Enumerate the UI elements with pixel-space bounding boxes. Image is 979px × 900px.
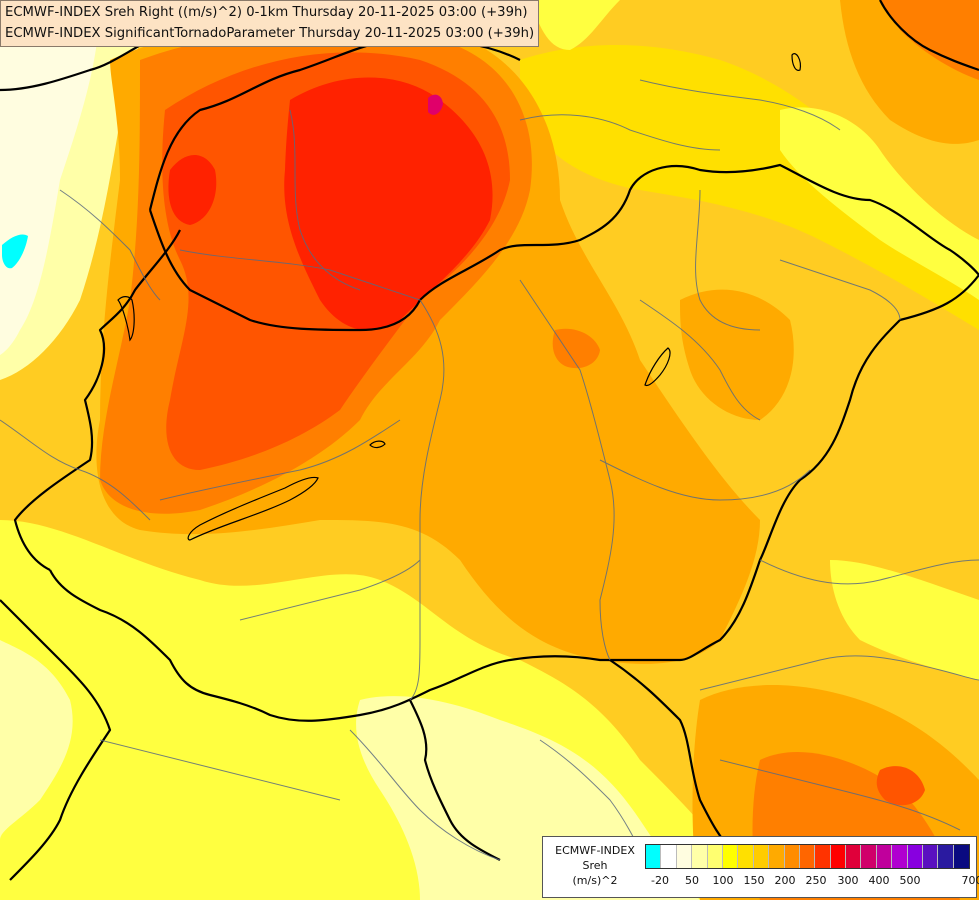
legend-swatch <box>861 845 877 868</box>
admin-line-2 <box>289 109 361 291</box>
legend-tick-label: -20 <box>651 874 669 887</box>
admin-line-9 <box>695 189 761 331</box>
admin-line-8 <box>639 299 761 421</box>
admin-line-13 <box>0 419 151 521</box>
legend-tick-label: 500 <box>899 874 921 887</box>
legend-swatch <box>784 845 800 868</box>
border-romania-south <box>609 659 741 861</box>
border-hungary-west <box>13 229 181 571</box>
admin-line-16 <box>759 559 979 585</box>
admin-line-17 <box>719 759 961 831</box>
legend-swatch <box>876 845 893 868</box>
legend-tick-label: 200 <box>774 874 796 887</box>
legend-swatch <box>846 845 862 868</box>
field-darkorange-mid <box>552 328 600 369</box>
legend-tick-label: 150 <box>743 874 765 887</box>
admin-line-7 <box>599 459 811 501</box>
admin-line-10 <box>779 259 901 321</box>
admin-line-4 <box>159 419 401 501</box>
lakes <box>117 53 801 541</box>
legend-swatch <box>799 845 816 868</box>
field-magenta-spot <box>428 94 443 115</box>
legend-tick-label: 250 <box>805 874 827 887</box>
legend-swatch <box>646 845 662 868</box>
lake-tisza <box>644 347 671 387</box>
legend-tick-label: 50 <box>685 874 699 887</box>
field-cyan-spot <box>2 234 28 269</box>
legend-title-unit: (m/s)^2 <box>572 874 618 887</box>
legend-tick-labels: -20 50 100 150 200 250 300 400 500 700 <box>645 874 979 888</box>
legend-swatch <box>938 845 954 868</box>
legend-swatch <box>907 845 924 868</box>
title-line-stp: ECMWF-INDEX SignificantTornadoParameter … <box>5 26 535 41</box>
legend-title-source: ECMWF-INDEX <box>555 844 635 857</box>
national-borders <box>0 0 979 881</box>
legend-tick-label: 300 <box>837 874 859 887</box>
field-southeast-yellow <box>830 560 979 680</box>
legend-title-parameter: Sreh <box>582 859 608 872</box>
legend-tick-label: 700 <box>961 874 979 887</box>
title-line-sreh: ECMWF-INDEX Sreh Right ((m/s)^2) 0-1km T… <box>5 5 528 20</box>
admin-line-3 <box>409 299 445 701</box>
border-northeast <box>879 0 979 72</box>
field-orange-east <box>680 289 794 420</box>
admin-line-11 <box>519 114 721 151</box>
lake-small-1 <box>369 440 386 449</box>
legend-swatch <box>661 845 677 868</box>
color-legend: ECMWF-INDEX Sreh (m/s)^2 -20 50 100 150 200 2… <box>542 836 979 898</box>
legend-swatch <box>830 845 847 868</box>
legend-tick-label: 100 <box>712 874 734 887</box>
legend-swatch <box>722 845 739 868</box>
admin-line-6 <box>519 279 615 661</box>
admin-line-12 <box>639 79 841 131</box>
regional-boundaries <box>0 79 979 861</box>
legend-swatch <box>953 845 970 868</box>
legend-swatch <box>815 845 831 868</box>
map-titles: ECMWF-INDEX Sreh Right ((m/s)^2) 0-1km T… <box>0 0 540 47</box>
legend-title: ECMWF-INDEX Sreh (m/s)^2 <box>547 843 643 888</box>
lake-small-2 <box>791 53 801 71</box>
legend-swatch <box>892 845 908 868</box>
border-hungary-south <box>49 569 680 722</box>
legend-swatch <box>707 845 723 868</box>
admin-line-15 <box>699 655 979 691</box>
field-north-gold <box>520 45 979 330</box>
legend-swatch <box>753 845 770 868</box>
legend-swatch <box>738 845 754 868</box>
legend-swatches <box>645 844 971 869</box>
border-croatia-south <box>0 599 112 881</box>
border-serbia-croatia <box>409 699 501 861</box>
field-west-lightyellow <box>0 640 73 840</box>
admin-line-14 <box>59 189 161 301</box>
admin-line-5 <box>239 559 421 621</box>
lake-balaton <box>187 476 319 541</box>
field-red-west <box>168 155 217 225</box>
border-danube-line <box>148 163 979 332</box>
admin-line-18 <box>349 729 501 861</box>
field-red-core <box>284 77 493 331</box>
legend-tick-label: 400 <box>868 874 890 887</box>
field-redorange-se <box>876 766 925 806</box>
lake-neusiedl <box>117 296 135 342</box>
legend-swatch <box>923 845 939 868</box>
legend-swatch <box>769 845 785 868</box>
border-northwest <box>0 39 151 92</box>
legend-swatch <box>692 845 708 868</box>
admin-line-19 <box>99 739 341 801</box>
field-northcenter-yellow <box>530 0 620 50</box>
legend-swatch <box>676 845 693 868</box>
